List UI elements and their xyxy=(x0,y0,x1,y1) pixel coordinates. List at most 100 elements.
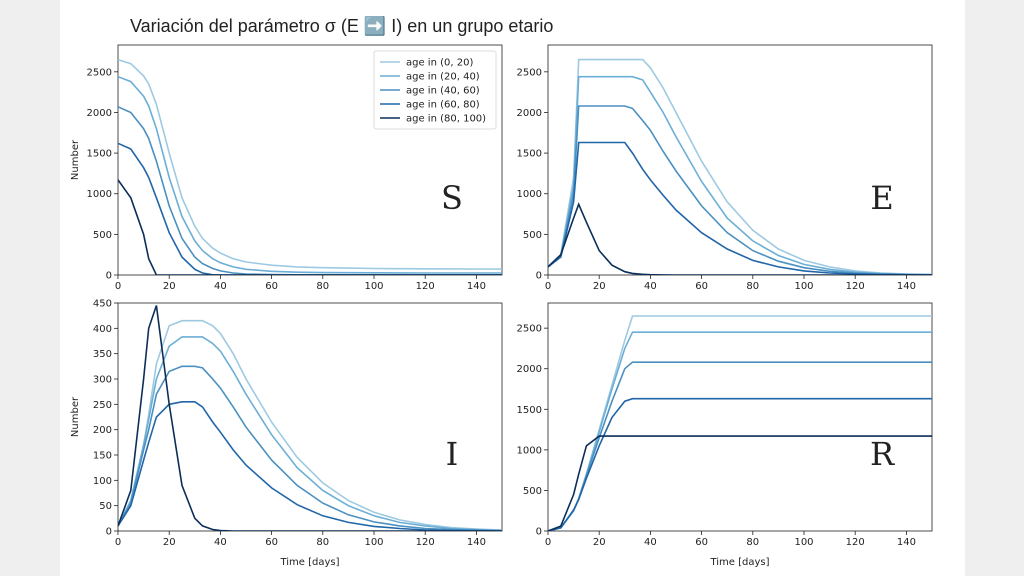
y-tick-label: 450 xyxy=(93,299,112,310)
x-tick-label: 100 xyxy=(794,281,813,292)
chart: 0 20 40 60 80 100 120 140 0 500 1000 1500 2000 2500 Ti… xyxy=(517,302,933,568)
y-tick-label: 0 xyxy=(106,271,112,282)
y-tick-label: 0 xyxy=(536,271,542,282)
plot-area xyxy=(547,302,933,532)
y-tick-label: 2000 xyxy=(517,364,542,375)
x-tick-label: 120 xyxy=(846,537,865,548)
y-tick-label: 50 xyxy=(99,501,112,512)
y-tick-label: 2500 xyxy=(87,67,112,78)
y-tick-label: 1500 xyxy=(517,149,542,160)
x-tick-label: 80 xyxy=(746,537,759,548)
legend-box xyxy=(373,50,497,130)
legend-label: age in (20, 40) xyxy=(406,72,480,83)
series-line xyxy=(548,105,932,275)
x-tick-label: 0 xyxy=(545,537,551,548)
series-line xyxy=(118,58,502,270)
x-tick-label: 100 xyxy=(364,537,383,548)
legend-label: age in (80, 100) xyxy=(406,114,486,125)
y-tick-label: 0 xyxy=(536,527,542,538)
x-tick-label: 20 xyxy=(163,537,176,548)
x-tick-label: 80 xyxy=(316,281,329,292)
plot-area xyxy=(547,44,933,276)
y-tick-label: 1000 xyxy=(87,189,112,200)
chart: 0 20 40 60 80 100 120 140 0 500 1000 1500 2000 2500 E xyxy=(517,44,933,292)
x-tick-label: 40 xyxy=(214,537,227,548)
legend-label: age in (40, 60) xyxy=(406,86,480,97)
x-tick-label: 60 xyxy=(695,537,708,548)
y-tick-label: 100 xyxy=(93,476,112,487)
x-tick-label: 40 xyxy=(644,537,657,548)
x-tick-label: 80 xyxy=(316,537,329,548)
series-line xyxy=(548,202,932,275)
x-tick-label: 80 xyxy=(746,281,759,292)
x-tick-label: 0 xyxy=(115,537,121,548)
series-line xyxy=(118,179,502,275)
legend-label: age in (0, 20) xyxy=(406,58,473,69)
y-tick-label: 200 xyxy=(93,425,112,436)
y-tick-label: 1000 xyxy=(517,445,542,456)
x-tick-label: 120 xyxy=(846,281,865,292)
x-tick-label: 120 xyxy=(416,537,435,548)
x-axis-label: Time [days] xyxy=(709,557,769,568)
x-tick-label: 60 xyxy=(265,281,278,292)
x-tick-label: 60 xyxy=(695,281,708,292)
panel-letter: I xyxy=(446,435,459,473)
x-tick-label: 140 xyxy=(467,537,486,548)
panel-letter: S xyxy=(441,179,463,217)
slide-title: Variación del parámetro σ (E ➡️ I) en un… xyxy=(130,15,553,36)
x-tick-label: 100 xyxy=(794,537,813,548)
y-tick-label: 500 xyxy=(93,230,112,241)
legend-label: age in (60, 80) xyxy=(406,100,480,111)
x-tick-label: 140 xyxy=(467,281,486,292)
y-tick-label: 0 xyxy=(106,527,112,538)
x-tick-label: 40 xyxy=(214,281,227,292)
x-tick-label: 40 xyxy=(644,281,657,292)
y-tick-label: 2500 xyxy=(517,324,542,335)
y-axis-label: Number xyxy=(70,396,81,437)
x-tick-label: 60 xyxy=(265,537,278,548)
panel-letter: E xyxy=(870,179,893,217)
x-tick-label: 140 xyxy=(897,281,916,292)
series-line xyxy=(118,75,502,274)
y-tick-label: 500 xyxy=(523,486,542,497)
series-line xyxy=(118,336,502,531)
series-line xyxy=(548,141,932,275)
series-line xyxy=(548,397,932,531)
y-tick-label: 500 xyxy=(523,230,542,241)
series-line xyxy=(118,305,502,531)
y-tick-label: 2000 xyxy=(87,108,112,119)
x-axis-label: Time [days] xyxy=(279,557,339,568)
y-axis-label: Number xyxy=(70,139,81,180)
side-band xyxy=(0,0,60,576)
y-tick-label: 250 xyxy=(93,400,112,411)
y-tick-label: 2500 xyxy=(517,67,542,78)
x-tick-label: 0 xyxy=(545,281,551,292)
series-line xyxy=(548,75,932,275)
x-tick-label: 100 xyxy=(364,281,383,292)
y-tick-label: 400 xyxy=(93,324,112,335)
chart: 0 20 40 60 80 100 120 140 0 50 100 150 200 250 300 350 4… xyxy=(70,299,503,568)
series-line xyxy=(118,142,502,275)
series-line xyxy=(118,365,502,531)
y-tick-label: 350 xyxy=(93,349,112,360)
x-tick-label: 140 xyxy=(897,537,916,548)
series-line xyxy=(548,58,932,275)
y-tick-label: 1500 xyxy=(517,405,542,416)
y-tick-label: 1000 xyxy=(517,189,542,200)
series-line xyxy=(118,401,502,531)
x-tick-label: 20 xyxy=(163,281,176,292)
y-tick-label: 150 xyxy=(93,451,112,462)
plot-area xyxy=(117,302,503,532)
y-tick-label: 2000 xyxy=(517,108,542,119)
y-tick-label: 300 xyxy=(93,375,112,386)
chart: 0 20 40 60 80 100 120 140 0 500 1000 1500 2000 2500 Nu… xyxy=(70,44,503,292)
y-tick-label: 1500 xyxy=(87,149,112,160)
series-line xyxy=(118,319,502,531)
panel-letter: R xyxy=(870,435,895,473)
x-tick-label: 120 xyxy=(416,281,435,292)
x-tick-label: 20 xyxy=(593,281,606,292)
series-line xyxy=(548,435,932,531)
side-band xyxy=(965,0,1024,576)
x-tick-label: 20 xyxy=(593,537,606,548)
